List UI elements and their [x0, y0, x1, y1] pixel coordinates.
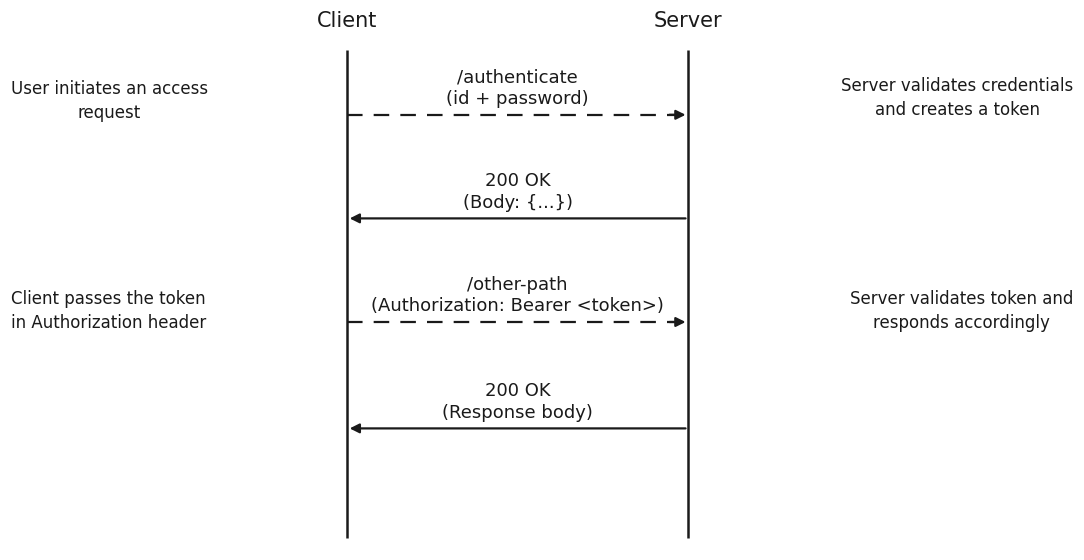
Text: Server: Server: [654, 11, 723, 31]
Text: Server validates credentials
and creates a token: Server validates credentials and creates…: [841, 77, 1073, 119]
Text: Client: Client: [317, 11, 377, 31]
Text: 200 OK: 200 OK: [485, 382, 551, 400]
Text: (id + password): (id + password): [447, 90, 589, 108]
Text: (Body: {...}): (Body: {...}): [463, 194, 572, 212]
Text: Server validates token and
responds accordingly: Server validates token and responds acco…: [850, 290, 1073, 332]
Text: 200 OK: 200 OK: [485, 172, 551, 190]
Text: /authenticate: /authenticate: [457, 69, 578, 87]
Text: (Response body): (Response body): [442, 404, 593, 422]
Text: (Authorization: Bearer <token>): (Authorization: Bearer <token>): [371, 297, 664, 315]
Text: /other-path: /other-path: [467, 276, 568, 294]
Text: User initiates an access
request: User initiates an access request: [11, 80, 208, 122]
Text: Client passes the token
in Authorization header: Client passes the token in Authorization…: [11, 290, 206, 332]
